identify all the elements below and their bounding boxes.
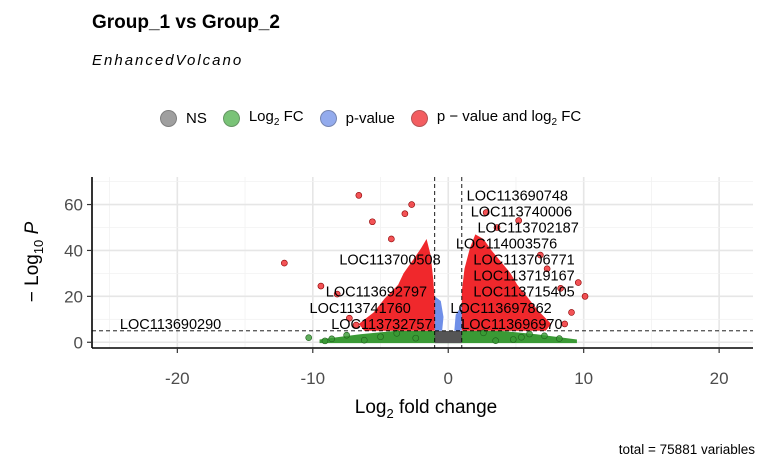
gene-labels: LOC113690748LOC113740006LOC113702187LOC1…: [120, 188, 579, 333]
ns-points-region: [434, 331, 462, 344]
x-tick-label: 10: [574, 369, 593, 388]
pfc-point: [281, 259, 288, 267]
pfc-point: [333, 290, 341, 298]
x-tick-label: -20: [165, 369, 190, 388]
gene-label: LOC113690290: [120, 317, 221, 333]
legend-item-ns: NS: [160, 109, 207, 127]
chart-subtitle: EnhancedVolcano: [92, 52, 244, 69]
gene-label: LOC113706771: [473, 253, 574, 269]
fc-point: [305, 334, 313, 341]
pfc-point: [515, 217, 522, 224]
pfc-point: [346, 314, 353, 322]
pfc-point: [568, 309, 575, 316]
p-points-region-right: [454, 305, 462, 331]
fc-point: [328, 335, 336, 343]
pfc-point: [543, 265, 551, 273]
chart-title: Group_1 vs Group_2: [92, 12, 280, 33]
gene-label: LOC113740006: [471, 204, 572, 220]
gene-label: LOC113700508: [339, 253, 440, 269]
fc-point: [360, 336, 368, 344]
gene-label: LOC113715405: [473, 285, 574, 301]
legend-label-pvalue: p-value: [345, 109, 395, 127]
fc-point: [541, 332, 548, 340]
pfc-point: [482, 209, 490, 216]
x-tick-label: 0: [444, 369, 453, 388]
fc-point: [480, 329, 487, 337]
pfc-points-region-left: [358, 238, 435, 331]
legend-swatch-log2fc: [222, 109, 240, 127]
gene-label: LOC113741760: [310, 301, 411, 317]
gene-label: LOC113692797: [326, 285, 427, 301]
gene-label: LOC113732757: [331, 317, 432, 333]
fc-point: [492, 337, 499, 344]
legend-item-log2fc: Log2 FC: [222, 108, 304, 128]
fc-point: [518, 333, 525, 341]
pfc-point: [493, 224, 501, 231]
legend-swatch-ns: [160, 109, 177, 127]
legend-swatch-pvalue-and-log2fc: [410, 109, 428, 127]
y-tick-label: 40: [64, 241, 83, 260]
legend-label-pvalue-and-log2fc: p − value and log2 FC: [436, 108, 582, 128]
y-axis-title: − Log10 P: [22, 221, 46, 302]
y-tick-label: 20: [64, 287, 83, 306]
pfc-point: [574, 279, 582, 286]
pfc-point: [557, 285, 564, 292]
pfc-point: [369, 218, 376, 226]
legend-item-pvalue: p-value: [319, 109, 395, 127]
pfc-point: [388, 235, 395, 243]
fc-point: [556, 335, 563, 342]
gene-label: LOC114003576: [456, 237, 557, 253]
pfc-point: [401, 210, 409, 218]
legend-label-log2fc: Log2 FC: [248, 108, 304, 128]
gene-label: LOC113719167: [473, 269, 574, 285]
pfc-points-region-right: [461, 234, 552, 331]
gene-label: LOC113702187: [477, 220, 578, 236]
pfc-point: [561, 320, 569, 328]
total-variables-caption: total = 75881 variables: [618, 442, 755, 457]
fc-point: [321, 337, 329, 345]
data-points: [281, 192, 589, 345]
y-tick-label: 0: [74, 333, 83, 352]
gene-label: LOC113696970: [461, 317, 562, 333]
point-density-regions: [319, 234, 577, 344]
pfc-point: [408, 201, 415, 208]
x-tick-label: -10: [300, 369, 325, 388]
axes: -20 -10 0 10 20 0 20 40 60: [64, 177, 753, 388]
pfc-point: [581, 293, 589, 300]
p-points-region-left: [434, 296, 444, 331]
fc-point: [343, 331, 350, 339]
cutoff-lines: [92, 177, 753, 348]
legend-label-ns: NS: [186, 109, 207, 127]
pfc-point: [352, 321, 360, 329]
fc-point: [377, 333, 384, 341]
fc-point: [412, 334, 420, 342]
pfc-point: [317, 282, 325, 290]
x-axis-title: Log2 fold change: [355, 397, 497, 421]
fc-point: [393, 330, 401, 337]
legend-swatch-pvalue: [319, 109, 337, 127]
pfc-point: [355, 192, 363, 199]
chart-legend: NS Log2 FC p-value p − value and log2 FC: [160, 106, 597, 130]
pfc-point: [537, 251, 544, 259]
legend-item-pvalue-and-log2fc: p − value and log2 FC: [410, 108, 582, 128]
y-tick-label: 60: [64, 196, 83, 215]
gene-label: LOC113697862: [450, 301, 551, 317]
gene-label: LOC113690748: [467, 188, 568, 204]
x-tick-label: 20: [710, 369, 729, 388]
fc-point: [509, 336, 517, 343]
